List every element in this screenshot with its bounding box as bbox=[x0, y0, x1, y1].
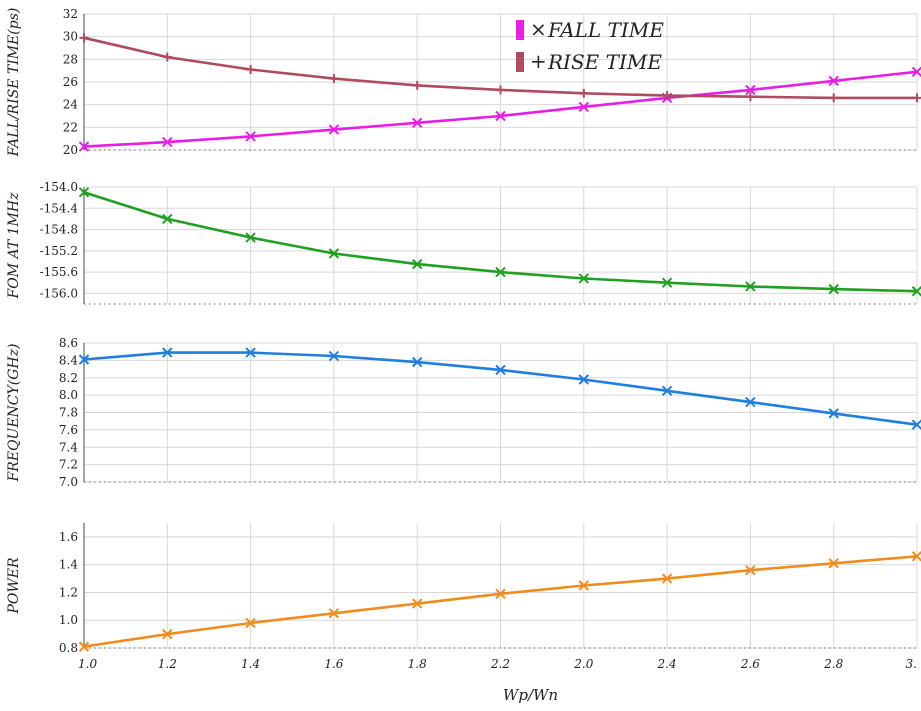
y-tick-label: 7.8 bbox=[59, 406, 78, 420]
y-tick-label: -155.6 bbox=[40, 265, 78, 279]
y-tick-label: 20 bbox=[63, 143, 78, 157]
y-tick-label: 7.4 bbox=[59, 440, 78, 454]
legend-marker: × bbox=[530, 17, 547, 41]
y-tick-label: 0.8 bbox=[59, 641, 78, 655]
y-tick-label: 8.4 bbox=[59, 353, 78, 367]
y-axis-label: POWER bbox=[6, 557, 22, 615]
x-tick-label: 2.0 bbox=[573, 657, 593, 671]
y-tick-label: 8.2 bbox=[59, 371, 78, 385]
y-tick-label: 22 bbox=[63, 120, 78, 134]
y-tick-label: 1.2 bbox=[59, 585, 78, 599]
legend-swatch bbox=[516, 20, 524, 40]
data-point bbox=[163, 53, 172, 62]
panel-3: 7.0 7.2 7.4 7.6 7.8 8.0 8.2 8.4 8.6 FREQUENCY(GHz… bbox=[6, 336, 921, 489]
y-tick-label: 28 bbox=[63, 52, 78, 66]
legend-item: + RISE TIME bbox=[516, 49, 662, 74]
data-point bbox=[496, 85, 505, 94]
x-tick-label: 2.6 bbox=[740, 657, 760, 671]
panel-4: 0.8 1.0 1.2 1.4 1.6 POWER bbox=[6, 523, 921, 655]
y-axis-label: FALL/RISE TIME(ps) bbox=[6, 8, 22, 158]
legend-label: FALL TIME bbox=[547, 18, 664, 42]
y-tick-label: 8.6 bbox=[59, 336, 78, 350]
legend-swatch bbox=[516, 52, 524, 72]
y-tick-label: -156.0 bbox=[40, 286, 78, 300]
x-tick-label: 2.2 bbox=[490, 657, 510, 671]
y-axis-label: FREQUENCY(GHz) bbox=[6, 344, 22, 483]
data-point bbox=[829, 93, 838, 102]
data-point bbox=[913, 93, 921, 102]
data-point bbox=[80, 33, 89, 42]
y-tick-label: 30 bbox=[63, 30, 78, 44]
y-tick-label: 1.6 bbox=[59, 530, 78, 544]
y-tick-label: -154.4 bbox=[40, 201, 79, 215]
x-tick-label: 1.4 bbox=[241, 657, 260, 671]
x-axis-label: Wp/Wn bbox=[503, 686, 558, 704]
x-tick-label: 2.8 bbox=[823, 657, 843, 671]
y-tick-label: -155.2 bbox=[40, 244, 78, 258]
y-tick-label: 7.6 bbox=[59, 423, 78, 437]
x-tick-label: 2.4 bbox=[657, 657, 677, 671]
panel-1: 20 22 24 26 28 30 32 FALL/RISE TIME(ps) × FALL TI… bbox=[6, 7, 921, 157]
y-tick-label: 8.0 bbox=[59, 388, 78, 402]
x-tick-label: 1.8 bbox=[408, 657, 427, 671]
y-tick-label: 7.2 bbox=[59, 458, 78, 472]
y-tick-label: 1.0 bbox=[59, 613, 78, 627]
legend-label: RISE TIME bbox=[547, 50, 662, 74]
legend: × FALL TIME+ RISE TIME bbox=[516, 17, 664, 74]
x-tick-label: 3. bbox=[906, 657, 917, 671]
y-tick-label: -154.8 bbox=[40, 223, 78, 237]
panel-2: -154.0 -154.4 -154.8 -155.2 -155.6 -156.0 FOM … bbox=[6, 180, 921, 304]
y-tick-label: 24 bbox=[63, 98, 79, 112]
legend-item: × FALL TIME bbox=[516, 17, 664, 42]
legend-marker: + bbox=[530, 49, 547, 73]
x-tick-label: 1.6 bbox=[324, 657, 343, 671]
y-tick-label: -154.0 bbox=[40, 180, 78, 194]
y-tick-label: 7.0 bbox=[59, 475, 78, 489]
y-tick-label: 1.4 bbox=[59, 558, 78, 572]
data-point bbox=[579, 89, 588, 98]
x-tick-label: 1.0 bbox=[78, 657, 97, 671]
y-tick-label: 32 bbox=[63, 7, 78, 21]
y-axis-label: FOM AT 1MHz bbox=[6, 192, 22, 300]
y-tick-label: 26 bbox=[63, 75, 78, 89]
data-point bbox=[246, 65, 255, 74]
x-tick-label: 1.2 bbox=[158, 657, 177, 671]
